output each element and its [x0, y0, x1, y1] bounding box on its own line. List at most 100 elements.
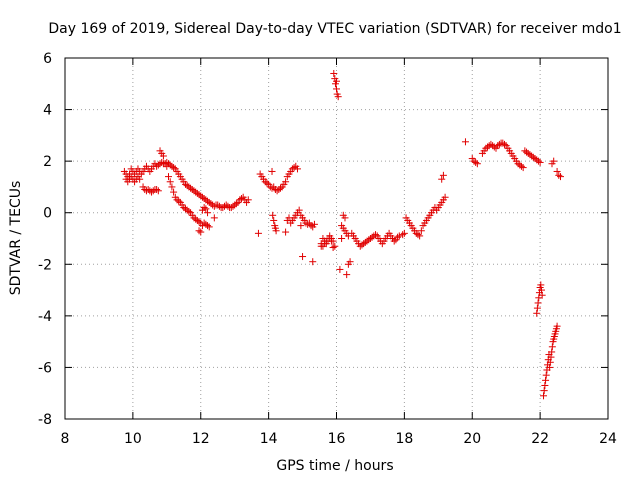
y-tick-label: 4 [43, 103, 52, 119]
data-point [542, 371, 550, 379]
data-point [542, 376, 550, 384]
data-point [334, 93, 342, 101]
data-point [540, 392, 548, 400]
data-point [490, 143, 498, 151]
data-series [120, 69, 564, 400]
data-point [268, 167, 276, 175]
data-point [537, 281, 545, 289]
data-point [472, 158, 480, 166]
axis-ticks [64, 57, 609, 420]
y-tick-label: 6 [43, 51, 52, 67]
data-point [333, 85, 340, 93]
data-point [282, 228, 290, 236]
data-point [537, 286, 545, 294]
y-axis-title: SDTVAR / TECUs [8, 181, 24, 296]
data-point [166, 178, 174, 186]
data-point [153, 186, 161, 194]
data-point [254, 229, 262, 237]
data-point [290, 164, 298, 172]
data-point [555, 171, 563, 179]
data-point [310, 220, 318, 228]
data-point [500, 140, 508, 148]
data-point [473, 160, 481, 168]
y-tick-label: 2 [43, 154, 52, 170]
data-point [395, 232, 403, 240]
data-point [197, 228, 205, 236]
y-tick-label: -6 [38, 360, 52, 376]
data-point [237, 195, 245, 203]
x-axis: 8 10 12 14 16 18 20 22 24 [61, 431, 617, 447]
data-point [461, 138, 469, 146]
x-axis-title: GPS time / hours [276, 458, 393, 474]
data-point [277, 184, 285, 192]
data-point [330, 69, 338, 77]
data-point [154, 187, 162, 195]
y-tick-label: -2 [38, 257, 52, 273]
data-point [204, 222, 212, 230]
data-point [170, 188, 178, 196]
data-point [269, 211, 277, 219]
data-point [438, 175, 446, 183]
data-point [202, 205, 210, 213]
data-point [541, 381, 549, 389]
data-point [519, 164, 527, 172]
x-tick-label: 18 [395, 431, 413, 447]
data-point [417, 227, 425, 235]
chart-title: Day 169 of 2019, Sidereal Day-to-day VTE… [48, 21, 621, 37]
data-point [168, 183, 176, 191]
data-point [165, 173, 173, 181]
data-point [136, 175, 144, 183]
data-point [441, 193, 449, 201]
data-point [333, 77, 340, 85]
data-point [299, 253, 307, 261]
y-tick-label: -8 [38, 412, 52, 428]
data-point [205, 223, 213, 231]
data-point [547, 353, 555, 361]
data-point [210, 214, 218, 222]
data-point [175, 197, 183, 205]
data-point [534, 299, 542, 307]
data-point [309, 258, 317, 266]
data-point [416, 232, 424, 240]
data-point [548, 343, 556, 351]
data-point [307, 222, 315, 230]
data-point [556, 173, 564, 181]
data-point [553, 167, 561, 175]
data-point [272, 227, 280, 235]
data-point [195, 218, 203, 226]
data-point [270, 216, 278, 224]
data-point [338, 235, 346, 242]
x-tick-label: 10 [124, 431, 142, 447]
x-tick-label: 12 [192, 431, 210, 447]
x-tick-label: 14 [260, 431, 278, 447]
data-point [346, 258, 354, 266]
x-tick-label: 8 [61, 431, 70, 447]
x-tick-label: 22 [531, 431, 549, 447]
data-point [550, 157, 558, 165]
data-point [200, 204, 208, 212]
data-point [297, 222, 305, 230]
data-point [517, 162, 525, 170]
data-point [540, 387, 548, 395]
data-point [329, 237, 337, 245]
data-point [331, 242, 339, 250]
data-point [414, 231, 422, 239]
data-point [295, 206, 303, 214]
data-point [400, 229, 408, 237]
x-tick-label: 16 [328, 431, 346, 447]
data-point [439, 171, 447, 179]
data-point [546, 358, 554, 366]
data-point [399, 231, 407, 239]
data-point [553, 322, 561, 330]
data-point [533, 309, 541, 317]
data-point [533, 304, 541, 312]
data-point [394, 233, 402, 241]
x-tick-label: 24 [599, 431, 617, 447]
data-point [268, 184, 276, 192]
data-point [336, 265, 344, 273]
data-point [185, 207, 193, 215]
data-point [232, 200, 240, 208]
data-point [536, 158, 544, 166]
data-point [170, 164, 178, 172]
